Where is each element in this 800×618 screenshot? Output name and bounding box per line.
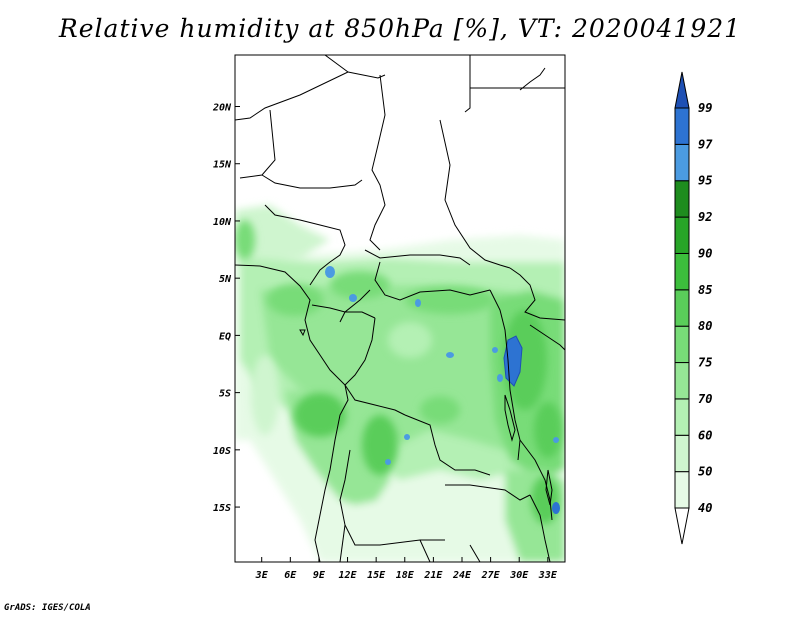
colorbar-segment (674, 252, 690, 291)
lake-tanganyika (504, 394, 516, 442)
country-borders (235, 55, 565, 562)
lake-malawi (545, 469, 553, 506)
x-tick-label: 3E (255, 570, 269, 581)
colorbar-label: 80 (698, 319, 712, 333)
border-car-south (339, 289, 371, 323)
spot-central-2 (492, 347, 498, 353)
border-north-libya (235, 55, 349, 121)
y-tick-label: EQ (219, 331, 231, 342)
x-tick-label: 12E (339, 570, 358, 581)
y-tick-label: 20N (212, 103, 232, 114)
border-chad-car (364, 249, 471, 266)
colorbar-lower-arrow (674, 507, 690, 545)
spot-north-3 (415, 299, 421, 307)
map-frame (234, 54, 566, 563)
border-botswana (419, 539, 481, 562)
border-tanzania (519, 439, 553, 521)
y-tick-label: 10N (213, 217, 232, 228)
chart-title: Relative humidity at 850hPa [%], VT: 202… (58, 14, 742, 43)
colorbar-segment (674, 289, 690, 327)
colorbar-label: 97 (698, 137, 713, 151)
y-tick-label: 10S (213, 446, 231, 457)
region-west-coast-moist (235, 205, 330, 265)
border-uganda-kenya (529, 324, 565, 351)
x-tick-label: 21E (423, 570, 443, 581)
colorbar-label: 99 (698, 101, 712, 115)
colorbar-segment (674, 216, 690, 254)
border-ssudan-east (509, 267, 565, 321)
colorbar-label: 75 (698, 356, 712, 370)
coastline-west (235, 264, 349, 562)
x-tick-label: 15E (367, 570, 386, 581)
red-sea-coast (519, 67, 546, 91)
border-mozambique (529, 494, 551, 562)
spot-south-1 (404, 434, 410, 440)
region-central-basin (260, 285, 565, 455)
axes: 3E 6E 9E 12E 15E 18E 21E 24E 27E 30E 33E 20N 15N 10N 5… (212, 103, 558, 581)
x-tick-label: 27E (481, 570, 501, 581)
border-drc-east (489, 289, 521, 461)
border-cameroon-gabon (311, 304, 376, 319)
colorbar-label: 60 (698, 428, 712, 442)
x-tick-label: 30E (509, 570, 529, 581)
credit-text: GrADS: IGES/COLA (4, 603, 91, 613)
colorbar-segment (674, 471, 690, 509)
colorbar-segment (674, 325, 690, 364)
border-car-drc (374, 261, 491, 301)
colorbar: 40 50 60 70 75 80 85 90 92 95 97 99 (674, 71, 713, 545)
spot-east-1 (553, 437, 559, 443)
spot-central-1 (446, 352, 454, 358)
colorbar-label: 85 (698, 283, 712, 297)
border-congo (344, 317, 376, 386)
colorbar-label: 70 (698, 392, 712, 406)
border-zambia-east (445, 484, 531, 501)
border-niger-south (261, 174, 363, 189)
border-nigeria-cameroon (264, 204, 346, 286)
colorbar-label: 40 (698, 501, 712, 515)
colorbar-label: 95 (698, 174, 712, 188)
colorbar-segment (674, 434, 690, 473)
x-tick-label: 33E (538, 570, 558, 581)
border-sudan-ssudan (439, 119, 511, 269)
island-1 (299, 329, 306, 337)
colorbar-segment (674, 398, 690, 436)
colorbar-upper-arrow (674, 71, 690, 109)
spot-south-2 (385, 459, 391, 465)
colorbar-segment (674, 180, 690, 218)
colorbar-label: 50 (698, 465, 712, 479)
colorbar-label: 92 (698, 210, 712, 224)
spot-north-2 (349, 294, 357, 302)
border-libya-egypt (464, 55, 471, 113)
y-tick-label: 15N (213, 160, 232, 171)
border-namibia-south (339, 524, 346, 562)
humidity-field (235, 55, 565, 562)
border-drc-angola (404, 414, 491, 476)
colorbar-segment (674, 362, 690, 400)
spot-north-1 (325, 266, 335, 278)
colorbar-label: 90 (698, 246, 712, 260)
border-chad-niger (347, 71, 386, 79)
y-tick-label: 15S (213, 503, 231, 514)
colorbar-segment (674, 107, 690, 145)
y-tick-label: 5S (219, 389, 231, 400)
y-tick-label: 5N (219, 274, 232, 285)
colorbar-segment (674, 143, 690, 182)
x-tick-label: 18E (396, 570, 415, 581)
border-drc-west (344, 384, 406, 416)
spot-coast (497, 374, 503, 382)
x-tick-label: 24E (452, 570, 472, 581)
x-tick-label: 6E (284, 570, 297, 581)
spot-southeast-1 (552, 502, 560, 514)
x-tick-label: 9E (313, 570, 326, 581)
border-angola-zambia (339, 449, 445, 546)
border-chad-sudan (369, 74, 386, 251)
border-niger-mali (239, 109, 276, 179)
